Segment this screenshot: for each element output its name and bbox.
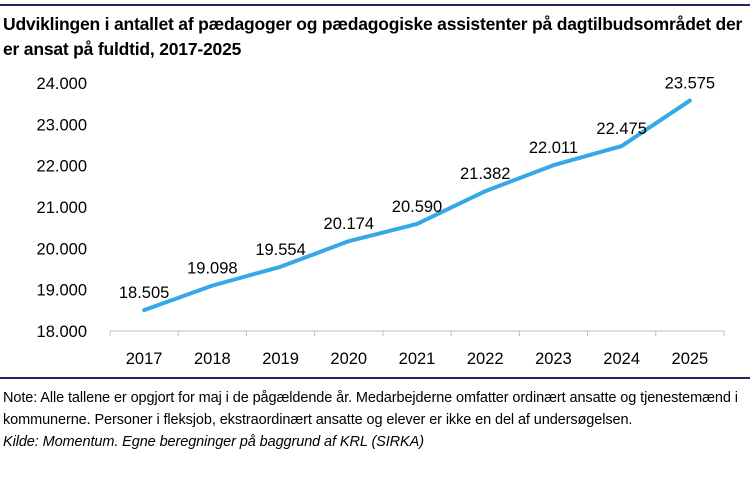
notes: Note: Alle tallene er opgjort for maj i …	[3, 387, 748, 453]
data-label: 19.098	[187, 260, 237, 278]
data-label: 18.505	[119, 284, 169, 302]
x-tick-label: 2022	[467, 350, 504, 368]
x-tick-label: 2024	[603, 350, 640, 368]
data-label: 20.590	[392, 198, 442, 216]
source-text: Kilde: Momentum. Egne beregninger på bag…	[3, 434, 424, 450]
y-tick-label: 21.000	[37, 199, 87, 217]
x-tick-label: 2020	[330, 350, 367, 368]
x-tick-label: 2019	[262, 350, 299, 368]
x-tick-label: 2023	[535, 350, 572, 368]
data-label: 21.382	[460, 165, 510, 183]
line-chart: 18.000 19.000 20.000 21.000 22.000 23.000 24.0…	[37, 75, 725, 368]
y-tick-label: 18.000	[37, 323, 87, 341]
y-tick-label: 24.000	[37, 75, 87, 93]
y-tick-label: 20.000	[37, 240, 87, 258]
x-tick-label: 2017	[126, 350, 163, 368]
data-label: 20.174	[324, 215, 374, 233]
x-tick-label: 2025	[672, 350, 709, 368]
note-text: Note: Alle tallene er opgjort for maj i …	[3, 390, 738, 428]
y-tick-label: 22.000	[37, 158, 87, 176]
data-label: 19.554	[255, 241, 305, 259]
y-tick-label: 19.000	[37, 282, 87, 300]
x-tick-label: 2018	[194, 350, 231, 368]
chart-title: Udviklingen i antallet af pædagoger og p…	[3, 14, 743, 59]
top-rule	[0, 4, 750, 6]
x-tick-label: 2021	[399, 350, 436, 368]
data-label: 22.475	[596, 120, 646, 138]
bottom-rule	[0, 377, 750, 379]
data-label: 23.575	[665, 75, 715, 93]
data-label: 22.011	[529, 139, 578, 157]
y-tick-label: 23.000	[37, 116, 87, 134]
